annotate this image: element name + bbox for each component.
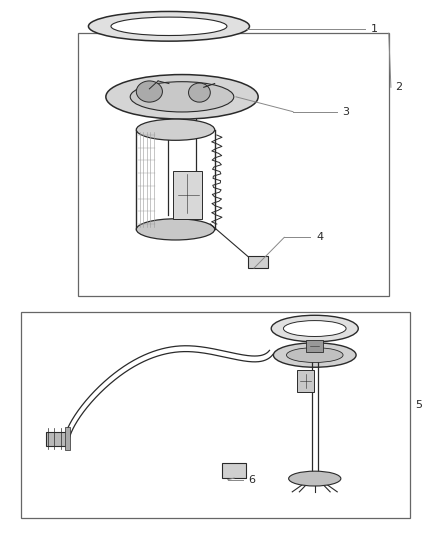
Bar <box>248 256 268 268</box>
Text: 5: 5 <box>415 400 422 410</box>
Ellipse shape <box>136 219 215 240</box>
Ellipse shape <box>106 75 258 119</box>
Bar <box>46 432 67 446</box>
Bar <box>222 463 246 478</box>
Ellipse shape <box>283 320 346 336</box>
Bar <box>65 427 70 450</box>
Bar <box>78 33 389 296</box>
Ellipse shape <box>88 12 250 41</box>
Ellipse shape <box>289 471 341 486</box>
Bar <box>297 370 314 392</box>
Text: 2: 2 <box>395 82 403 92</box>
Ellipse shape <box>111 17 227 36</box>
Text: 1: 1 <box>371 24 378 34</box>
Ellipse shape <box>136 119 215 140</box>
Bar <box>306 340 323 352</box>
Ellipse shape <box>271 316 358 342</box>
Bar <box>21 312 410 519</box>
Text: 3: 3 <box>342 107 349 117</box>
Ellipse shape <box>188 83 210 102</box>
Text: 4: 4 <box>316 232 323 243</box>
Ellipse shape <box>286 348 343 362</box>
Ellipse shape <box>273 343 356 367</box>
Ellipse shape <box>136 81 162 102</box>
Text: 6: 6 <box>249 475 256 484</box>
Ellipse shape <box>130 82 234 112</box>
Bar <box>173 171 201 219</box>
